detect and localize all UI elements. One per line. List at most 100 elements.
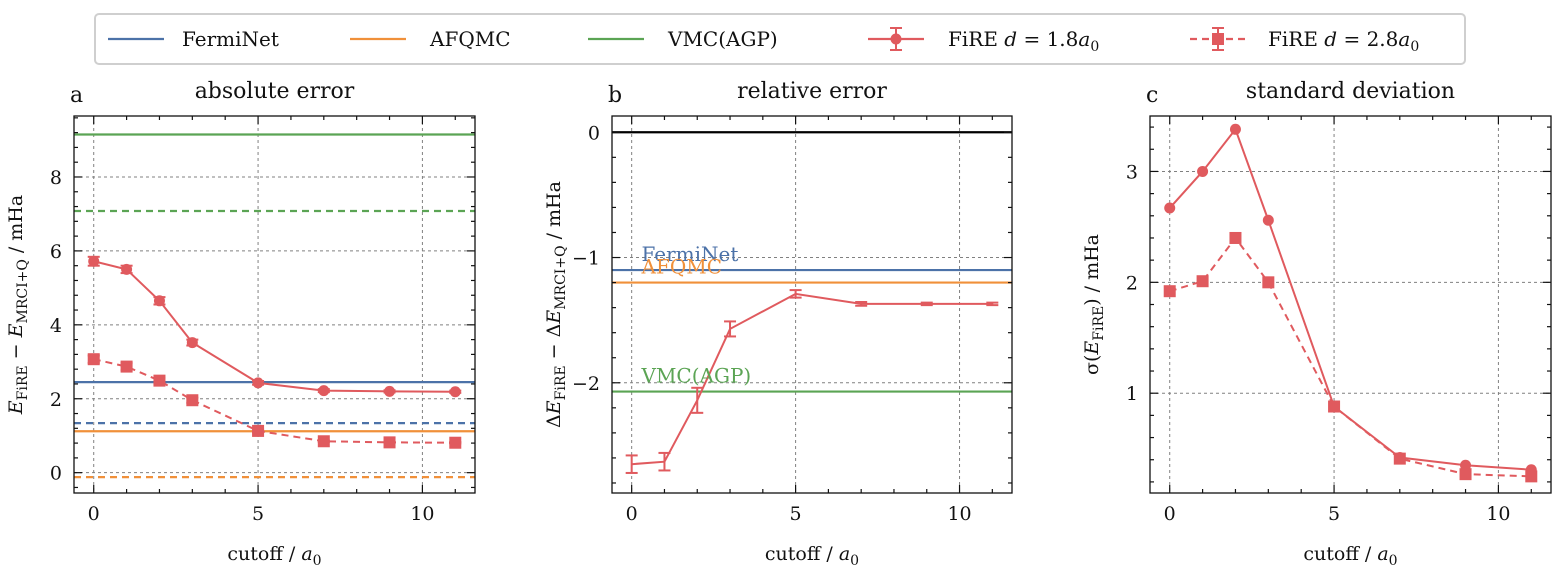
- legend-label: FermiNet: [182, 27, 279, 51]
- panel-letter: c: [1146, 83, 1158, 108]
- x-axis-label: cutoff / a0: [227, 543, 321, 569]
- x-tick-label: 10: [947, 503, 971, 525]
- data-point: [186, 394, 199, 407]
- data-point: [252, 377, 264, 389]
- series-fire-1-8: [625, 289, 999, 474]
- data-point: [1459, 468, 1472, 481]
- data-point: [383, 436, 396, 449]
- x-tick-label: 5: [790, 503, 802, 525]
- data-point: [449, 386, 461, 398]
- y-tick-label: 1: [1126, 383, 1138, 405]
- legend-marker: [1212, 33, 1224, 45]
- panel-c-standard-deviation: 0 5 10 1 2 3 cutoff / a0 σ(EFiRE) / mHa standard…: [1081, 79, 1552, 569]
- legend-entry: FermiNet: [108, 27, 279, 51]
- series-line: [1168, 127, 1532, 471]
- legend-entry: FiRE d = 1.8a0: [868, 27, 1099, 55]
- y-axis-label: ΔEFiRE − ΔEMRCI+Q / mHa: [543, 181, 569, 428]
- data-point: [87, 353, 100, 366]
- series-fire-2-8: [87, 353, 462, 449]
- legend-label: FiRE d = 1.8a0: [948, 27, 1099, 55]
- data-point: [384, 385, 396, 397]
- data-point: [1197, 165, 1209, 177]
- data-point: [1460, 459, 1472, 471]
- panel-title: absolute error: [195, 79, 355, 104]
- x-tick-label: 0: [626, 503, 638, 525]
- data-point: [318, 385, 330, 397]
- legend-entry: VMC(AGP): [588, 27, 778, 51]
- ticks: [612, 116, 1012, 493]
- data-point: [153, 295, 165, 307]
- data-point: [1262, 276, 1275, 289]
- plot-area: [612, 131, 1012, 474]
- grid: [74, 116, 475, 493]
- data-point: [1229, 123, 1241, 135]
- y-tick-label: −1: [572, 248, 600, 270]
- series-fire-2-8: [1163, 231, 1538, 483]
- annotation-afqmc: AFQMC: [641, 255, 723, 279]
- legend-label: VMC(AGP): [667, 27, 778, 51]
- data-point: [317, 435, 330, 448]
- annotation-ferminet: FermiNet: [642, 242, 739, 266]
- y-tick-label: 0: [50, 463, 62, 485]
- y-tick-label: −2: [572, 373, 600, 395]
- data-point: [121, 263, 133, 275]
- axes-frame: [1149, 115, 1552, 494]
- axes-frame: [73, 115, 476, 494]
- legend-marker: [890, 33, 902, 45]
- data-point: [120, 360, 133, 373]
- panel-title: relative error: [737, 79, 887, 104]
- series-fire-1-8: [87, 255, 462, 398]
- legend-label: FiRE d = 2.8a0: [1268, 27, 1419, 55]
- legend-label: AFQMC: [429, 27, 511, 51]
- series-fire-1-8: [1164, 123, 1537, 476]
- x-axis-label: cutoff / a0: [1303, 543, 1397, 569]
- series-line: [93, 260, 456, 393]
- data-point: [1196, 275, 1209, 288]
- data-point: [449, 436, 462, 449]
- data-point: [88, 255, 100, 267]
- ticks: [74, 116, 475, 493]
- data-point: [1393, 452, 1406, 465]
- x-tick-label: 0: [88, 503, 100, 525]
- y-axis-label: σ(EFiRE) / mHa: [1081, 234, 1107, 375]
- data-point: [153, 374, 166, 387]
- y-tick-label: 2: [1126, 272, 1138, 294]
- data-point: [186, 337, 198, 349]
- plot-area: [1163, 123, 1538, 483]
- series-line: [631, 292, 993, 466]
- legend-entry: FiRE d = 2.8a0: [1190, 27, 1419, 55]
- axes-frame: [611, 115, 1013, 494]
- legend-entry: AFQMC: [350, 27, 511, 51]
- grid: [1150, 116, 1551, 493]
- data-point: [1164, 202, 1176, 214]
- plot-area: [74, 133, 475, 479]
- data-point: [1163, 285, 1176, 298]
- panel-title: standard deviation: [1246, 79, 1455, 104]
- x-tick-label: 10: [410, 503, 434, 525]
- ticks: [1150, 116, 1551, 493]
- y-tick-label: 2: [50, 389, 62, 411]
- y-axis-label: EFiRE − EMRCI+Q / mHa: [5, 195, 31, 415]
- data-point: [252, 424, 265, 437]
- y-tick-label: 0: [588, 122, 600, 144]
- y-tick-label: 4: [50, 315, 62, 337]
- x-tick-label: 0: [1164, 503, 1176, 525]
- panel-letter: b: [608, 83, 622, 108]
- x-tick-label: 5: [1328, 503, 1340, 525]
- x-tick-label: 10: [1486, 503, 1510, 525]
- legend: FermiNet AFQMC VMC(AGP) FiRE d = 1.8a0 FiRE …: [94, 13, 1466, 65]
- data-point: [1525, 470, 1538, 483]
- y-tick-label: 6: [50, 241, 62, 263]
- annotation-vmc-agp-: VMC(AGP): [641, 364, 752, 388]
- data-point: [1328, 400, 1341, 413]
- data-point: [1229, 231, 1242, 244]
- x-tick-label: 5: [252, 503, 264, 525]
- legend-frame: [94, 13, 1466, 65]
- data-point: [1262, 214, 1274, 226]
- y-tick-label: 8: [50, 167, 62, 189]
- y-tick-label: 3: [1126, 161, 1138, 183]
- panel-a-absolute-error: 0 5 10 0 2 4 6 8 cutoff / a0 EFiRE − EMRCI+Q / mH…: [5, 79, 476, 569]
- panel-letter: a: [70, 83, 83, 108]
